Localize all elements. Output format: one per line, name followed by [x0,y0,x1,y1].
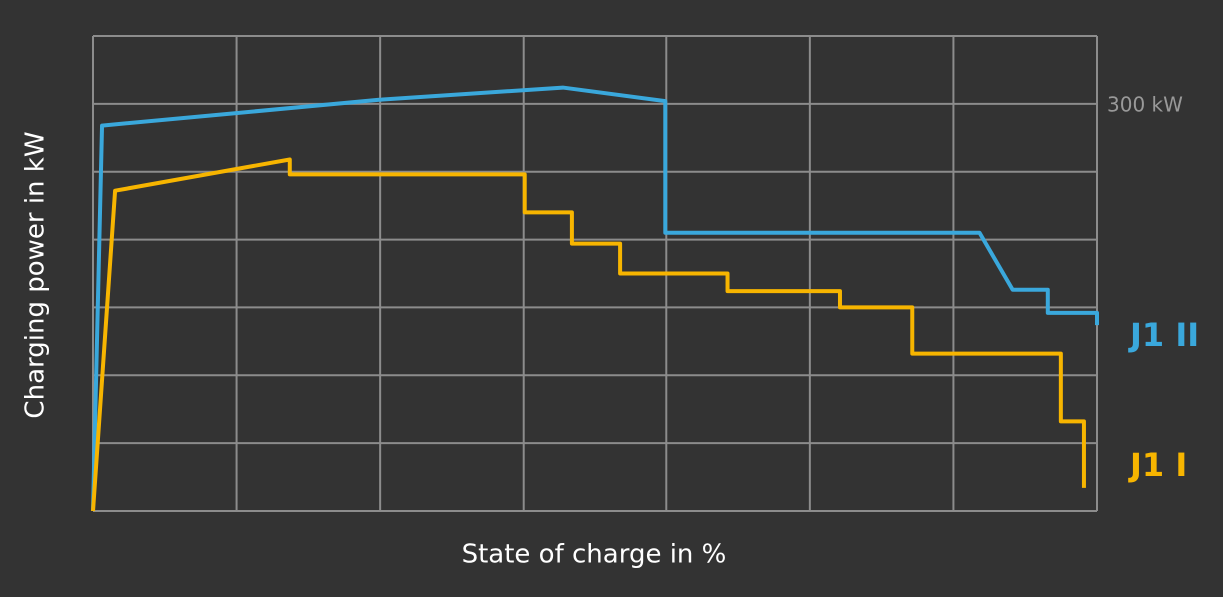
legend-label: J1 I [1128,446,1187,484]
y-axis-title: Charging power in kW [21,131,51,418]
legend-label: J1 II [1128,316,1199,354]
y-tick-label: 300 kW [1107,92,1183,116]
series-line [91,85,1099,512]
series-line [91,157,1086,512]
x-axis-title: State of charge in % [462,540,727,570]
